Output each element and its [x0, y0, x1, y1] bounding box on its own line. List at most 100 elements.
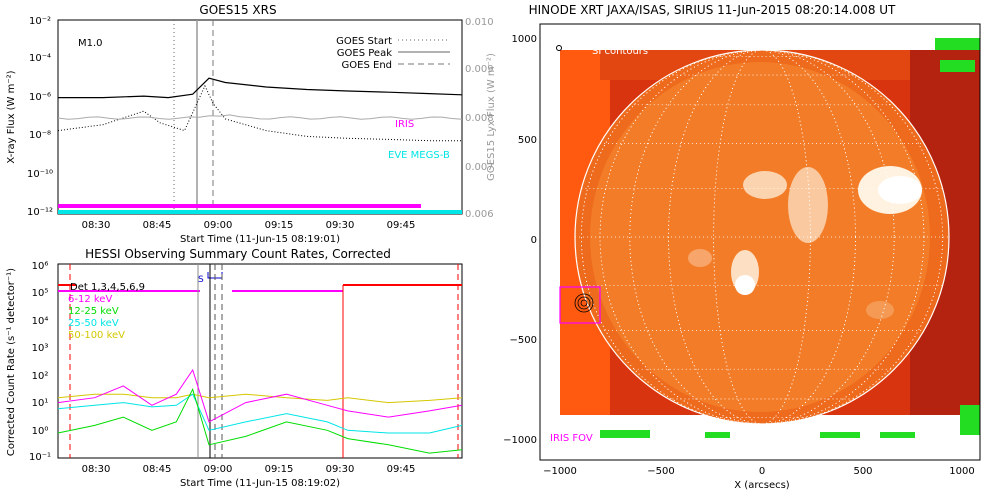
iris-fov-label: IRIS FOV [550, 433, 593, 444]
goes-ytick-right: 0.006 [465, 209, 494, 220]
goes-xtick: 09:45 [387, 220, 416, 231]
hessi-ytick: 10⁶ [32, 261, 49, 272]
longitude-line [713, 50, 811, 424]
heliographic-grid [575, 50, 949, 424]
contour-level [574, 293, 594, 313]
xrt-x-ticks: −1000 −500 0 500 1000 [543, 466, 975, 477]
goes-ytick-right: 0.009 [465, 64, 494, 75]
goes-title: GOES15 XRS [199, 3, 276, 17]
xrt-background-gap [560, 38, 980, 50]
goes-ytick-right: 0.010 [465, 17, 494, 28]
hessi-curve-50-100 [57, 393, 463, 404]
xrt-background-gap [560, 415, 980, 438]
active-region [743, 171, 787, 199]
hessi-curve-25-50 [57, 393, 463, 434]
active-region-core [878, 176, 922, 204]
goes-legend: GOES Start GOES Peak GOES End [336, 36, 450, 71]
legend-band-25-50: 25-50 keV [68, 318, 119, 329]
hessi-ytick: 10⁰ [32, 426, 49, 437]
eve-coverage-bar [58, 210, 462, 214]
goes-xtick: 09:15 [265, 220, 294, 231]
hessi-panel: HESSI Observing Summary Count Rates, Cor… [6, 247, 463, 489]
legend-goes-start: GOES Start [336, 36, 392, 47]
goes-ytick: 10⁻¹⁰ [27, 169, 53, 180]
xrt-xtick: 500 [853, 466, 872, 477]
goes-ylabel-left: X-ray Flux (W m⁻²) [6, 70, 17, 163]
longitude-line [599, 50, 925, 424]
hessi-s-marker: S [198, 275, 204, 285]
goes-long-channel-curve [58, 77, 463, 99]
solar-features [575, 50, 949, 424]
contour-level [577, 296, 591, 310]
active-region [688, 249, 712, 267]
legend-band-50-100: 50-100 keV [68, 330, 125, 341]
goes-ytick: 10⁻⁶ [29, 92, 51, 103]
legend-band-6-12: 6-12 keV [68, 294, 112, 305]
legend-band-12-25: 12-25 keV [68, 306, 119, 317]
hessi-xlabel: Start Time (11-Jun-15 08:19:02) [180, 478, 340, 489]
xrt-panel: HINODE XRT JAXA/ISAS, SIRIUS 11-Jun-2015… [503, 3, 981, 491]
legend-flare-location-marker [556, 45, 562, 51]
legend-flare-location: are location [592, 34, 651, 45]
hessi-plot-frame [57, 263, 463, 459]
hessi-xtick: 09:30 [326, 464, 355, 475]
goes-short-channel-curve [57, 84, 462, 142]
hessi-curve-6-12 [57, 368, 463, 423]
hessi-ylabel: Corrected Count Rate (s⁻¹ detector⁻¹) [6, 268, 17, 456]
xrt-missing-pixels [940, 60, 975, 72]
xrt-xlabel: X (arcsecs) [734, 480, 790, 491]
goes-ytick: 10⁻² [29, 16, 51, 27]
hessi-ytick: 10⁻¹ [29, 452, 51, 463]
longitude-line [668, 50, 856, 424]
iris-fov-box [559, 286, 601, 324]
hessi-xtick: 08:30 [82, 464, 111, 475]
xrt-xtick: −1000 [543, 466, 577, 477]
goes-y-ticks-left: 10⁻² 10⁻⁴ 10⁻⁶ 10⁻⁸ 10⁻¹⁰ 10⁻¹² [27, 16, 53, 218]
goes-xtick: 08:30 [82, 220, 111, 231]
goes-ylabel-right: GOES15 Lyx Flux (W m⁻²) [486, 53, 497, 181]
hessi-ytick: 10³ [32, 343, 49, 354]
xrt-missing-pixels [960, 405, 980, 435]
xrt-ytick: 500 [518, 135, 537, 146]
xrt-missing-pixels [705, 432, 730, 438]
goes-ytick: 10⁻⁴ [29, 53, 51, 64]
goes-xtick: 08:45 [143, 220, 172, 231]
xrt-ytick: 1000 [512, 34, 537, 45]
legend-goes-end: GOES End [342, 60, 392, 71]
hessi-xtick: 09:45 [387, 464, 416, 475]
hessi-detectors-label: Det 1,3,4,5,6,9 [70, 282, 145, 293]
hessi-y-ticks: 10⁶ 10⁵ 10⁴ 10³ 10² 10¹ 10⁰ 10⁻¹ [29, 261, 51, 463]
eve-label: EVE MEGS-B [388, 150, 450, 161]
xrt-xtick: 1000 [949, 466, 974, 477]
hessi-xtick: 09:00 [204, 464, 233, 475]
hessi-contours [574, 293, 594, 313]
hessi-ytick: 10¹ [32, 398, 49, 409]
xrt-image [560, 38, 980, 438]
xrt-missing-pixels [880, 432, 915, 438]
xrt-ytick: −1000 [503, 435, 537, 446]
active-region [866, 301, 894, 319]
longitude-line [629, 50, 895, 424]
goes-ytick: 10⁻¹² [27, 207, 53, 218]
hessi-ytick: 10² [32, 371, 49, 382]
iris-coverage-bar [58, 204, 421, 208]
xrt-plot-frame [539, 23, 981, 461]
goes-lya-curve [57, 114, 463, 120]
goes-xtick: 09:30 [326, 220, 355, 231]
goes-ytick-right: 0.007 [465, 162, 494, 173]
hessi-legend: Det 1,3,4,5,6,9 6-12 keV 12-25 keV 25-50… [68, 282, 145, 341]
active-region [788, 167, 828, 243]
hessi-ytick: 10⁵ [32, 288, 49, 299]
goes-y-ticks-right: 0.010 0.009 0.008 0.007 0.006 [465, 17, 494, 220]
xrt-missing-pixels [820, 432, 860, 438]
xrt-title: HINODE XRT JAXA/ISAS, SIRIUS 11-Jun-2015… [529, 3, 896, 17]
goes-ytick: 10⁻⁸ [29, 130, 51, 141]
goes-plot-frame [57, 19, 463, 215]
contour-level [580, 299, 588, 307]
xrt-missing-pixels [935, 38, 980, 50]
xrt-missing-pixels [600, 430, 650, 438]
solar-limb [574, 49, 950, 425]
hessi-xtick: 08:45 [143, 464, 172, 475]
goes-panel: GOES15 XRS M1.0 10⁻² 10⁻⁴ 10⁻⁶ 10⁻⁸ 10⁻¹… [6, 3, 497, 245]
